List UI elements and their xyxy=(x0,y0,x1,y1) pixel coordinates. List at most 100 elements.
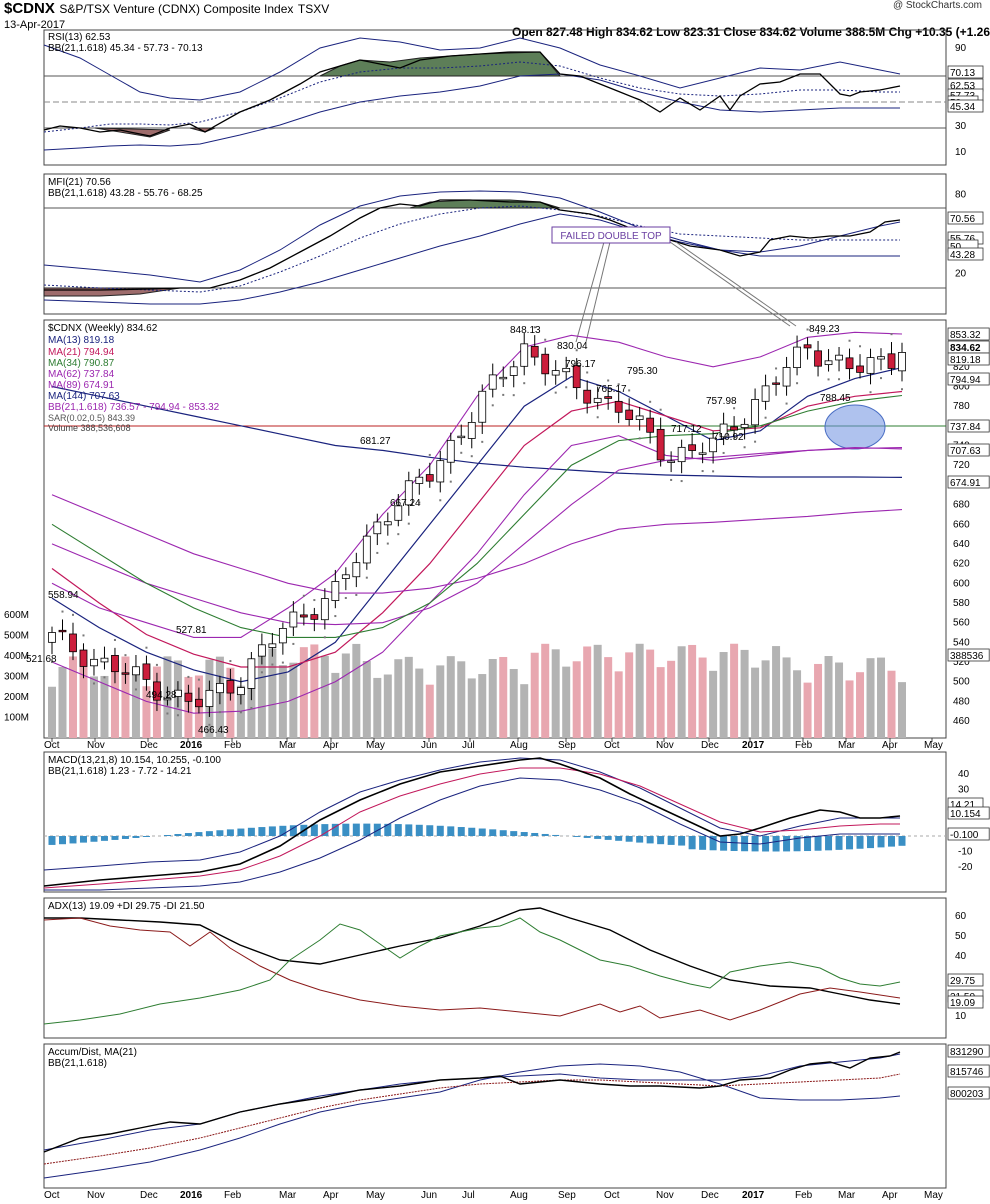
macd-hist-bar xyxy=(793,836,801,852)
x-label: Nov xyxy=(87,740,105,751)
band-line xyxy=(51,447,903,626)
candle-body xyxy=(174,689,182,697)
mfi-value-tag: 55.76 xyxy=(950,234,975,245)
callout-pointer-right-b xyxy=(675,241,797,327)
candle-body xyxy=(153,681,161,701)
candle-body xyxy=(814,350,822,367)
candle-body xyxy=(793,346,801,369)
price-value-tag: 737.84 xyxy=(950,422,981,433)
macd-hist-bar xyxy=(877,836,885,848)
price-tick: 680 xyxy=(953,500,970,511)
x-label: Nov xyxy=(87,1190,105,1201)
macd-hist-bar xyxy=(100,836,108,841)
volume-bar xyxy=(79,660,88,738)
x-label: Mar xyxy=(279,1190,297,1201)
callout-text-group: FAILED DOUBLE TOP xyxy=(560,231,662,242)
macd-hist-bar xyxy=(69,836,77,844)
macd-hist-bar xyxy=(478,828,486,836)
price-tick: 500 xyxy=(953,677,970,688)
volume-bar xyxy=(299,647,308,738)
candle-body xyxy=(69,633,77,653)
candle-body xyxy=(499,376,508,380)
sar-dot xyxy=(775,367,778,370)
price-tick: 460 xyxy=(953,716,970,727)
mfi-value-tag-box xyxy=(947,211,984,225)
mfi-upper-band xyxy=(43,190,901,283)
price-value-tag: 388536 xyxy=(950,651,984,662)
candle-body xyxy=(509,366,518,376)
macd-hist-bar xyxy=(636,836,644,843)
callout-box xyxy=(551,226,671,244)
sar-dot xyxy=(71,613,74,616)
price-annotation: 466.43 xyxy=(198,725,229,736)
candle-body xyxy=(289,611,298,628)
macd-hist-bar xyxy=(426,825,434,836)
candle-body xyxy=(404,480,413,506)
mfi-panel-frame xyxy=(43,173,947,315)
volume-tick: 200M xyxy=(4,692,29,703)
volume-bar xyxy=(226,667,235,738)
sar-dot xyxy=(407,522,410,525)
sar-dot xyxy=(239,711,242,714)
volume-tick: 500M xyxy=(4,631,29,642)
macd-hist-bar xyxy=(489,829,497,836)
sar-dot xyxy=(649,400,652,403)
macd-hist-bar xyxy=(352,823,360,836)
sar-dot xyxy=(386,542,389,545)
macd-hist-bar xyxy=(678,836,686,846)
macd-hist-bar xyxy=(867,836,875,849)
sar-dot xyxy=(901,388,903,391)
sar-dot xyxy=(617,383,620,386)
x-label: Jul xyxy=(462,1190,475,1201)
copyright: @ StockCharts.com xyxy=(892,0,982,11)
price-value-tag-box xyxy=(947,475,990,489)
sar-dot xyxy=(449,480,452,483)
x-label: Jun xyxy=(421,1190,437,1201)
sar-dot xyxy=(281,661,284,664)
candle-body xyxy=(278,628,287,644)
volume-bar xyxy=(457,661,466,738)
price-tick: 540 xyxy=(953,637,970,648)
sar-dot xyxy=(575,349,578,352)
adx-tick: 60 xyxy=(955,911,967,922)
x-label: Oct xyxy=(604,1190,620,1201)
ad-upper-band xyxy=(43,1053,901,1151)
candle-body xyxy=(845,357,854,370)
volume-bar xyxy=(247,666,256,738)
macd-hist-bar xyxy=(552,834,560,836)
price-panel-static xyxy=(44,226,946,450)
x-label: Apr xyxy=(882,740,898,751)
sar-dot xyxy=(92,682,95,685)
volume-bar xyxy=(740,649,749,738)
volume-bar xyxy=(719,652,728,738)
volume-bar xyxy=(58,666,67,738)
ma-line xyxy=(51,390,903,668)
candle-body xyxy=(205,689,214,707)
adx-tick: 40 xyxy=(955,951,967,962)
sar-dot xyxy=(397,533,400,536)
rsi-tick: 90 xyxy=(955,43,967,54)
macd-hist-bar xyxy=(888,836,896,847)
macd-tick: 40 xyxy=(958,769,970,780)
macd-hist-bar xyxy=(772,836,780,852)
sar-dot xyxy=(218,711,221,714)
volume-bar xyxy=(331,672,340,738)
candle-body xyxy=(163,697,172,701)
volume-bar xyxy=(614,671,623,738)
x-label: Dec xyxy=(701,740,719,751)
volume-bar xyxy=(656,667,665,738)
volume-bar xyxy=(562,666,571,738)
adx-panel xyxy=(43,907,901,1025)
candle-body xyxy=(236,687,245,696)
candle-body xyxy=(583,389,592,404)
volume-bar xyxy=(856,672,865,738)
x-label: Feb xyxy=(224,1190,242,1201)
adx-panel-frame xyxy=(43,897,947,1039)
volume-bar xyxy=(572,661,581,738)
x-label: Apr xyxy=(323,740,339,751)
sar-dot xyxy=(785,402,788,405)
candle-body xyxy=(625,409,634,420)
macd-hist-bar xyxy=(898,836,906,846)
candle-body xyxy=(530,345,539,358)
macd-value-tag: 14.21 xyxy=(950,800,975,811)
